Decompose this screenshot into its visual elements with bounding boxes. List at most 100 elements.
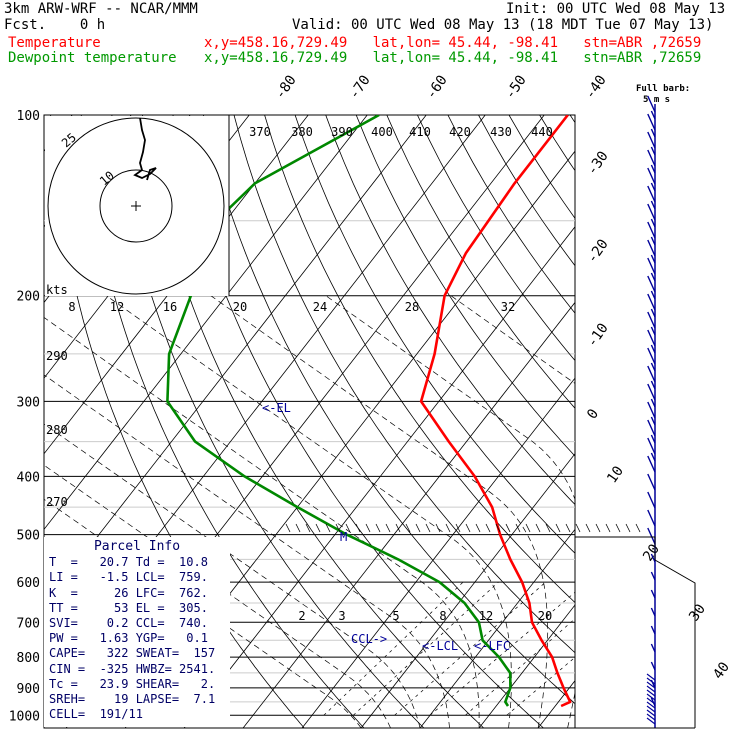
parcel-info-row: TT = 53 EL = 305.	[49, 600, 208, 615]
dewpoint-legend: Dewpoint temperature	[8, 50, 177, 66]
theta-e-label: 440	[531, 125, 553, 139]
wind-barb	[647, 257, 656, 275]
barb-tick	[555, 523, 561, 533]
isotherm	[183, 226, 575, 728]
theta-e-label: 400	[371, 125, 393, 139]
isotherm	[478, 604, 575, 728]
moist-adiabat	[325, 295, 575, 728]
mixing-ratio-label: 3	[338, 609, 345, 623]
pressure-label: 400	[17, 470, 40, 485]
speed-tick-label: 8	[68, 300, 75, 314]
isotherm-label: -30	[584, 148, 612, 178]
full-barb-legend: Full barb:	[636, 84, 691, 94]
parcel-info-row: PW = 1.63 YGP= 0.1	[49, 631, 208, 646]
dry-adiabat	[662, 115, 740, 728]
wind-barb-surface	[646, 717, 656, 725]
dewpoint-curve	[166, 115, 512, 707]
isotherm	[44, 115, 427, 606]
isotherm	[537, 680, 575, 728]
pressure-label: 500	[17, 529, 40, 544]
barb-tick	[375, 523, 381, 533]
barb-tick	[635, 523, 641, 533]
barb-tick	[595, 523, 601, 533]
wind-barb-half	[650, 290, 656, 300]
dry-adiabat	[233, 115, 575, 654]
pressure-label: 300	[17, 395, 40, 410]
barb-tick	[305, 523, 311, 533]
dry-adiabat	[355, 115, 575, 457]
wind-barb	[650, 571, 656, 581]
wind-barb	[647, 221, 656, 239]
speed-tick-label: 32	[501, 300, 515, 314]
theta-e-label: 420	[449, 125, 471, 139]
barb-tick	[435, 523, 441, 533]
isotherm-label: -20	[584, 236, 612, 266]
barb-tick	[365, 523, 371, 533]
wind-barb	[647, 527, 656, 545]
isotherm-label: -60	[423, 72, 451, 102]
wind-barb	[647, 401, 656, 419]
isotherm	[301, 377, 575, 728]
dry-adiabat	[111, 115, 425, 728]
barb-tick	[505, 523, 511, 533]
barb-tick	[495, 523, 501, 533]
parcel-info-row: T = 20.7 Td = 10.8	[49, 555, 208, 570]
isotherm	[715, 115, 740, 728]
barb-tick	[605, 523, 611, 533]
wind-barb	[647, 509, 656, 527]
barb-tick	[345, 523, 351, 533]
wind-barb-half	[650, 308, 656, 318]
wind-barb-half	[650, 416, 656, 426]
full-barb-units: 5 m s	[643, 95, 671, 105]
wind-barb-surface	[646, 693, 656, 701]
parcel-info-panel: Parcel Info T = 20.7 Td = 10.8 LI = -1.5 …	[44, 537, 230, 727]
wind-barb-surface	[646, 681, 656, 689]
wind-barb-half	[650, 236, 656, 246]
wind-barb	[650, 553, 656, 563]
wind-barb-half	[650, 182, 656, 192]
model-title: 3km ARW-WRF -- NCAR/MMM	[4, 1, 198, 17]
dry-adiabat	[172, 115, 544, 728]
wind-barb-half	[650, 344, 656, 354]
isotherm	[656, 115, 740, 728]
wind-barb-surface	[646, 705, 656, 713]
lower-frame	[575, 536, 696, 728]
isotherm-label: -40	[582, 72, 610, 102]
barb-tick	[475, 523, 481, 533]
wind-barb-half	[650, 452, 656, 462]
parcel-info-row: CELL= 191/11	[49, 707, 143, 722]
mixing-ratio-label: 12	[479, 609, 493, 623]
dry-adiabat	[692, 115, 740, 728]
left-theta-label: 280	[46, 423, 68, 437]
barb-tick	[285, 523, 291, 533]
wind-barb	[647, 113, 656, 131]
moist-adiabat	[656, 296, 726, 728]
barb-tick	[425, 523, 431, 533]
barb-tick	[615, 523, 621, 533]
pressure-label: 700	[17, 616, 40, 631]
annotation-ccl: CCL->	[351, 632, 387, 646]
barb-tick	[545, 523, 551, 533]
wind-barb	[647, 167, 656, 185]
barb-tick	[575, 523, 581, 533]
wind-barb	[647, 329, 656, 347]
wind-barb-surface	[646, 689, 656, 697]
barb-tick	[445, 523, 451, 533]
dry-adiabat	[141, 115, 484, 728]
wind-barb	[650, 661, 656, 671]
speed-tick-label: 12	[110, 300, 124, 314]
wind-barb-half	[650, 164, 656, 174]
moist-adiabat	[210, 295, 549, 728]
mixing-ratio-label: 20	[538, 609, 552, 623]
mixing-ratio-line	[353, 581, 499, 716]
barb-tick	[585, 523, 591, 533]
wind-barb-half	[650, 110, 656, 120]
temperature-location: x,y=458.16,729.49 lat,lon= 45.44, -98.41…	[204, 35, 702, 51]
dry-adiabat	[203, 115, 575, 705]
pressure-label: 200	[17, 290, 40, 305]
barb-tick	[465, 523, 471, 533]
valid-time: Valid: 00 UTC Wed 08 May 13 (18 MDT Tue …	[292, 17, 714, 33]
wind-barb	[647, 131, 656, 149]
temperature-curve	[419, 115, 572, 708]
wind-barb-half	[650, 254, 656, 264]
